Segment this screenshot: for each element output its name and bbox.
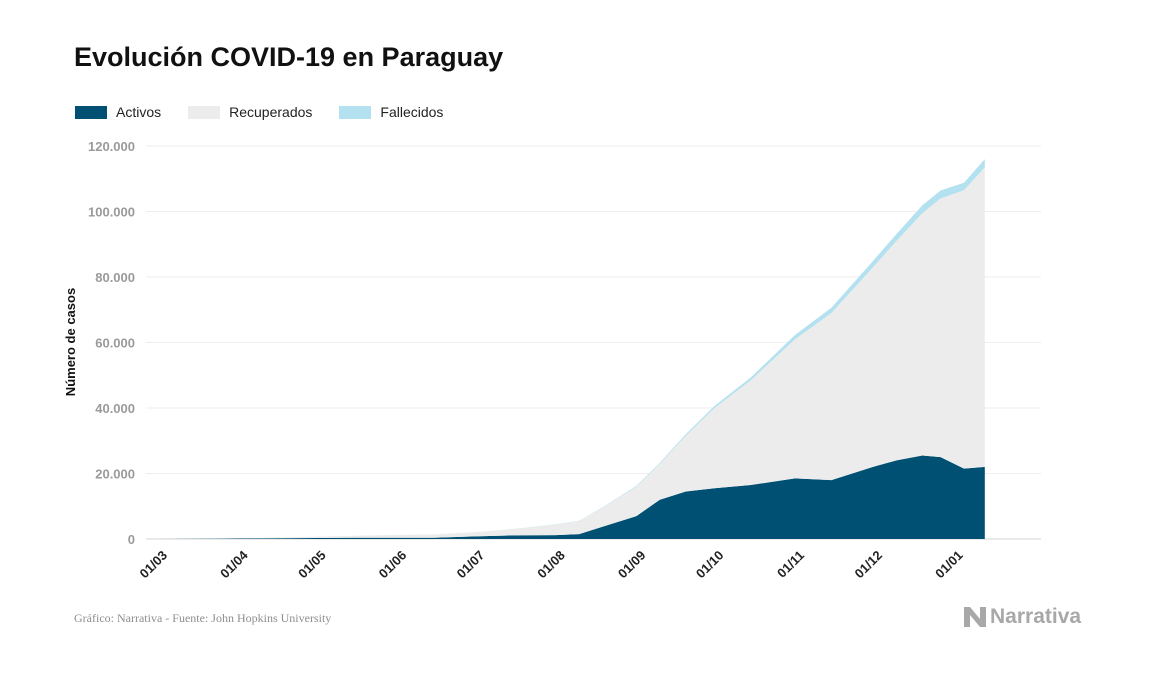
y-tick-label: 0 xyxy=(128,532,135,547)
legend: Activos Recuperados Fallecidos xyxy=(75,104,470,120)
legend-label-activos: Activos xyxy=(116,104,162,120)
legend-swatch-activos xyxy=(75,105,107,119)
legend-label-recuperados: Recuperados xyxy=(229,104,313,120)
x-tick-label: 01/10 xyxy=(693,548,727,582)
x-tick-label: 01/01 xyxy=(932,548,966,582)
x-axis-ticks: 01/03 01/04 01/05 01/06 01/07 01/08 01/09 01/10… xyxy=(137,547,966,581)
x-tick-label: 01/08 xyxy=(534,548,568,582)
legend-item-recuperados: Recuperados xyxy=(188,104,312,120)
x-tick-label: 01/03 xyxy=(137,548,171,582)
y-tick-label: 40.000 xyxy=(95,401,135,416)
area-recuperados xyxy=(158,167,985,540)
legend-item-activos: Activos xyxy=(75,104,161,120)
brand-name: Narrativa xyxy=(990,605,1082,628)
x-tick-label: 01/05 xyxy=(295,548,329,582)
legend-swatch-recuperados xyxy=(188,105,221,119)
x-tick-label: 01/04 xyxy=(217,547,251,581)
x-tick-label: 01/11 xyxy=(774,548,807,581)
legend-item-fallecidos: Fallecidos xyxy=(339,104,443,120)
legend-label-fallecidos: Fallecidos xyxy=(380,104,444,120)
chart-title: Evolución COVID-19 en Paraguay xyxy=(74,42,504,72)
brand-logo: Narrativa xyxy=(964,604,1081,630)
y-tick-label: 60.000 xyxy=(95,336,135,351)
x-tick-label: 01/06 xyxy=(376,548,410,582)
y-axis-ticks: 0 20.000 40.000 60.000 80.000 100.000 120.000 xyxy=(88,139,135,547)
y-tick-label: 120.000 xyxy=(88,139,135,154)
narrativa-logo-icon xyxy=(964,607,986,627)
x-tick-label: 01/07 xyxy=(454,548,488,582)
legend-swatch-fallecidos xyxy=(339,105,372,119)
y-tick-label: 20.000 xyxy=(95,467,135,482)
y-tick-label: 100.000 xyxy=(88,205,135,220)
stacked-areas xyxy=(158,159,985,540)
x-tick-label: 01/09 xyxy=(615,548,649,582)
source-credit: Gráfico: Narrativa - Fuente: John Hopkin… xyxy=(74,611,332,625)
y-tick-label: 80.000 xyxy=(95,270,135,285)
chart-area: 020.00040.00060.00080.000100.000120.000 … xyxy=(63,139,1041,581)
x-tick-label: 01/12 xyxy=(852,548,886,582)
y-axis-label: Número de casos xyxy=(63,288,78,396)
area-activos xyxy=(158,455,985,539)
